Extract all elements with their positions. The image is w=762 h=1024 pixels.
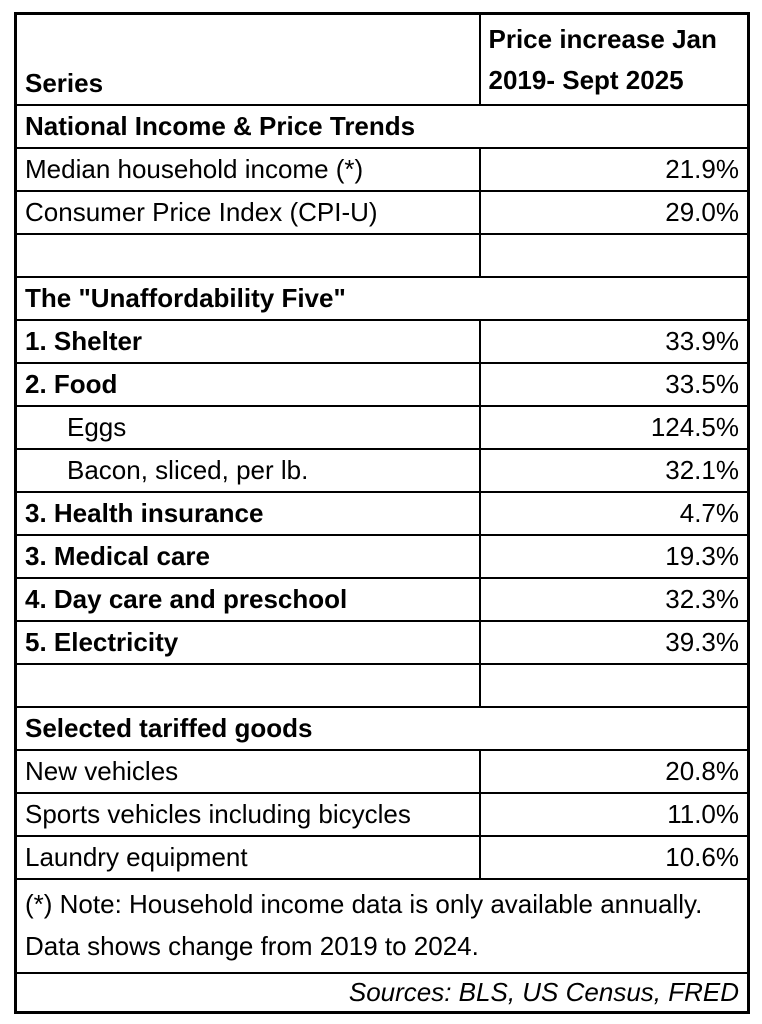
empty-cell xyxy=(14,663,481,708)
empty-cell xyxy=(14,233,481,278)
row-value: 39.3% xyxy=(478,620,750,665)
section-row-national-income: National Income & Price Trends xyxy=(14,104,750,149)
price-increase-table: Series Price increase Jan 2019- Sept 202… xyxy=(14,12,750,1014)
row-value: 11.0% xyxy=(478,792,750,837)
row-label: Laundry equipment xyxy=(14,835,481,880)
row-label: Bacon, sliced, per lb. xyxy=(14,448,481,493)
row-value: 20.8% xyxy=(478,749,750,794)
sources-text: Sources: BLS, US Census, FRED xyxy=(14,972,750,1014)
column-header-series: Series xyxy=(14,12,481,106)
row-label: Median household income (*) xyxy=(14,147,481,192)
footnote-text: (*) Note: Household income data is only … xyxy=(14,878,750,974)
row-label: Eggs xyxy=(14,405,481,450)
table-row-eggs: Eggs 124.5% xyxy=(14,405,750,450)
table-row-medical-care: 3. Medical care 19.3% xyxy=(14,534,750,579)
empty-cell xyxy=(478,233,750,278)
row-label: 3. Medical care xyxy=(14,534,481,579)
row-value: 32.3% xyxy=(478,577,750,622)
row-value: 124.5% xyxy=(478,405,750,450)
row-value: 4.7% xyxy=(478,491,750,536)
table-row-health-insurance: 3. Health insurance 4.7% xyxy=(14,491,750,536)
row-label: 1. Shelter xyxy=(14,319,481,364)
row-label: 3. Health insurance xyxy=(14,491,481,536)
table-row-shelter: 1. Shelter 33.9% xyxy=(14,319,750,364)
row-label: 2. Food xyxy=(14,362,481,407)
table-sheet: Series Price increase Jan 2019- Sept 202… xyxy=(14,12,750,1014)
row-label: New vehicles xyxy=(14,749,481,794)
section-row-tariffed-goods: Selected tariffed goods xyxy=(14,706,750,751)
row-value: 10.6% xyxy=(478,835,750,880)
section-row-unaffordability-five: The "Unaffordability Five" xyxy=(14,276,750,321)
table-row-median-household-income: Median household income (*) 21.9% xyxy=(14,147,750,192)
row-label: Sports vehicles including bicycles xyxy=(14,792,481,837)
table-row-laundry-equipment: Laundry equipment 10.6% xyxy=(14,835,750,880)
row-value: 33.9% xyxy=(478,319,750,364)
table-row-day-care: 4. Day care and preschool 32.3% xyxy=(14,577,750,622)
row-value: 19.3% xyxy=(478,534,750,579)
row-value: 21.9% xyxy=(478,147,750,192)
table-row-bacon: Bacon, sliced, per lb. 32.1% xyxy=(14,448,750,493)
footnote-row: (*) Note: Household income data is only … xyxy=(14,878,750,974)
row-label: 4. Day care and preschool xyxy=(14,577,481,622)
row-value: 33.5% xyxy=(478,362,750,407)
table-row-new-vehicles: New vehicles 20.8% xyxy=(14,749,750,794)
table-row-sports-vehicles: Sports vehicles including bicycles 11.0% xyxy=(14,792,750,837)
empty-cell xyxy=(478,663,750,708)
table-row-food: 2. Food 33.5% xyxy=(14,362,750,407)
table-header-row: Series Price increase Jan 2019- Sept 202… xyxy=(14,12,750,106)
section-label: National Income & Price Trends xyxy=(14,104,750,149)
row-value: 32.1% xyxy=(478,448,750,493)
column-header-price-increase: Price increase Jan 2019- Sept 2025 xyxy=(478,12,750,106)
row-value: 29.0% xyxy=(478,190,750,235)
spacer-row xyxy=(14,663,750,708)
sources-row: Sources: BLS, US Census, FRED xyxy=(14,972,750,1014)
row-label: Consumer Price Index (CPI-U) xyxy=(14,190,481,235)
section-label: Selected tariffed goods xyxy=(14,706,750,751)
section-label: The "Unaffordability Five" xyxy=(14,276,750,321)
table-row-electricity: 5. Electricity 39.3% xyxy=(14,620,750,665)
spacer-row xyxy=(14,233,750,278)
table-row-cpi: Consumer Price Index (CPI-U) 29.0% xyxy=(14,190,750,235)
row-label: 5. Electricity xyxy=(14,620,481,665)
